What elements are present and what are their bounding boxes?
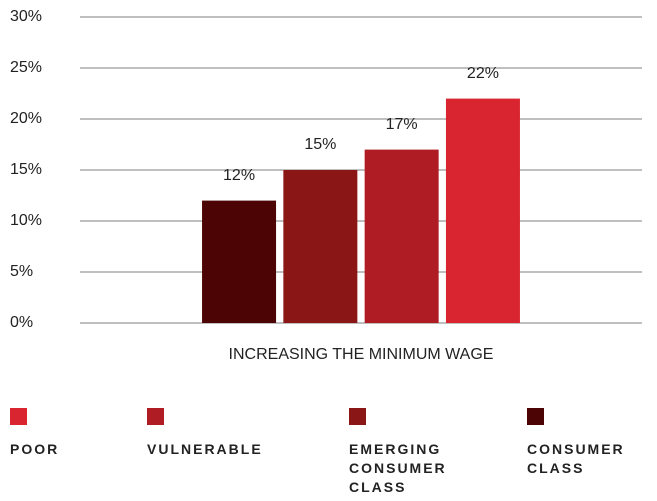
y-tick-label: 20%	[10, 110, 42, 127]
legend-item: EMERGING CONSUMER CLASS	[349, 408, 499, 497]
legend-item: VULNERABLE	[147, 408, 327, 459]
chart: 0% 5% 10% 15% 20% 25% 30% INCREASING THE MINIMU…	[10, 8, 642, 363]
value-label: 22%	[467, 65, 499, 82]
value-label: 15%	[304, 136, 336, 153]
legend-swatch	[349, 408, 366, 425]
bar	[202, 200, 277, 323]
y-tick-label: 0%	[10, 314, 33, 331]
legend-swatch	[527, 408, 544, 425]
bar	[364, 149, 439, 323]
value-label: 17%	[386, 116, 418, 133]
y-tick-label: 5%	[10, 263, 33, 280]
y-tick-label: 30%	[10, 8, 42, 25]
legend-swatch	[10, 408, 27, 425]
y-tick-label: 25%	[10, 59, 42, 76]
legend-label: POOR	[10, 441, 60, 457]
legend-label: CONSUMER CLASS	[527, 441, 625, 476]
legend-label: VULNERABLE	[147, 441, 263, 457]
legend-item: POOR	[10, 408, 120, 459]
y-tick-label: 15%	[10, 161, 42, 178]
value-label: 12%	[223, 167, 255, 184]
bar	[283, 170, 358, 323]
y-tick-label: 10%	[10, 212, 42, 229]
legend-item: CONSUMER CLASS	[527, 408, 657, 478]
x-tick-label: INCREASING THE MINIMUM WAGE	[229, 346, 494, 363]
legend-swatch	[147, 408, 164, 425]
bar	[445, 98, 520, 323]
legend-label: EMERGING CONSUMER CLASS	[349, 441, 447, 495]
